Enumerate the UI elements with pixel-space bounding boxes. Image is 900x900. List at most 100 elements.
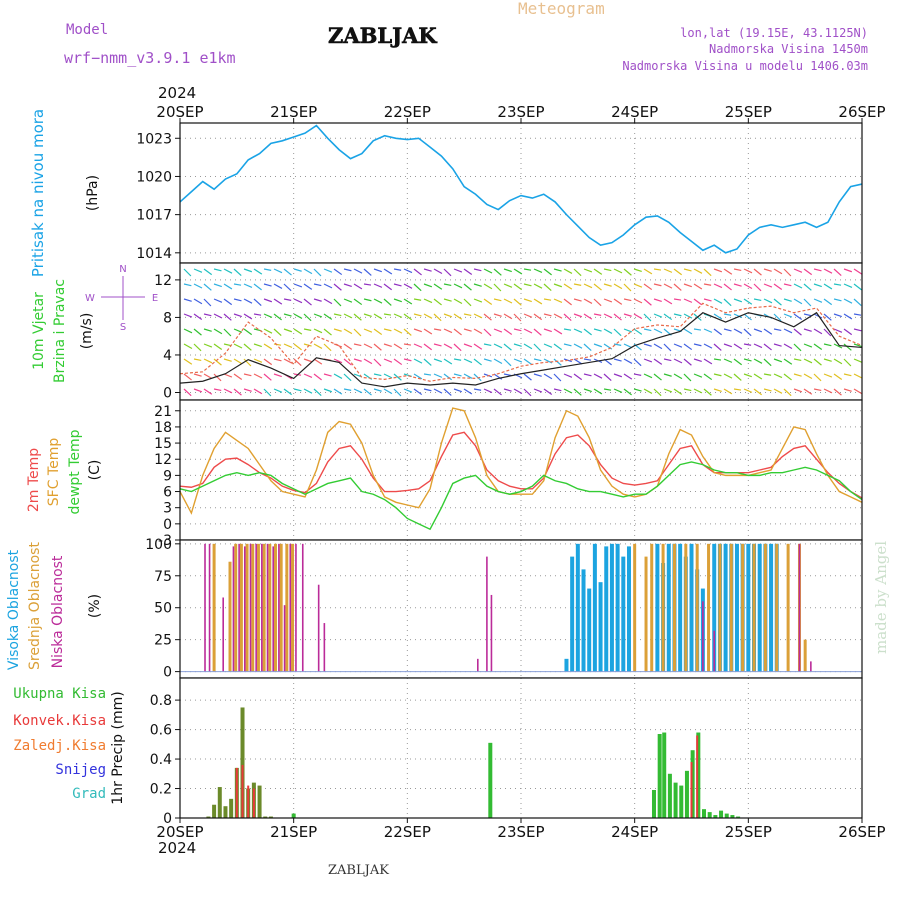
- wind-barb: [473, 388, 482, 391]
- wind-barb: [383, 268, 393, 275]
- cloud-bar-high: [621, 556, 626, 672]
- wind-barb: [233, 373, 243, 380]
- wind-barb: [373, 328, 383, 336]
- compass-e: E: [152, 293, 158, 304]
- wind-barb: [373, 313, 383, 320]
- wind-barb: [343, 358, 352, 366]
- wind-barb: [713, 298, 723, 304]
- wind-barb: [183, 283, 192, 287]
- wind-barb: [673, 373, 683, 380]
- wind-barb: [223, 388, 233, 394]
- wind-barb: [603, 298, 613, 303]
- cloud-bar-mid: [763, 543, 767, 672]
- wind-barb: [653, 268, 662, 271]
- model-elevation-label: Nadmorska Visina u modelu 1406.03m: [622, 59, 868, 73]
- wind-barb: [183, 388, 192, 397]
- wind-barb: [673, 343, 683, 348]
- wind-barb: [683, 268, 692, 272]
- wind-barb: [333, 373, 343, 379]
- wind-barb: [253, 343, 262, 348]
- precip-bar-total: [673, 782, 678, 818]
- wind-barb: [433, 358, 442, 363]
- cloud-bar-mid: [245, 543, 249, 672]
- wind-barb: [583, 343, 592, 351]
- wind-barb: [243, 328, 253, 336]
- wind-barb: [753, 388, 763, 396]
- cloud-bar-low: [702, 601, 704, 672]
- wind-barb: [333, 328, 342, 332]
- precip-bar-total: [719, 810, 724, 818]
- y-tick-label: 0: [163, 665, 172, 681]
- compass-n: N: [119, 264, 126, 275]
- wind-barb: [493, 328, 503, 333]
- wind-barb: [243, 298, 253, 304]
- x-axis-bottom: 20SEP 21SEP 22SEP 23SEP 24SEP 25SEP 26SEP: [156, 818, 886, 841]
- station-title: ZABLJAK: [328, 23, 437, 48]
- wind-barb: [613, 388, 623, 394]
- wind-barb: [793, 358, 802, 362]
- cloud-bar-low: [272, 546, 275, 672]
- wind-barb: [783, 298, 792, 302]
- wind-barb: [853, 388, 863, 395]
- wind-barb: [333, 388, 343, 395]
- wind-barb: [383, 313, 392, 316]
- wind-barb: [453, 373, 462, 377]
- date-tick-top: 24SEP: [611, 103, 658, 121]
- cloud-bar-low: [266, 543, 269, 672]
- cloud-bar-low: [323, 623, 326, 672]
- wind-speed-line: [179, 311, 863, 388]
- wind-barb: [643, 268, 653, 275]
- wind-barb: [563, 298, 572, 306]
- wind-barb: [323, 373, 332, 377]
- wind-barb: [223, 283, 233, 290]
- wind-barb: [193, 283, 203, 289]
- wind-barb: [543, 388, 553, 395]
- cloud-bar-mid: [285, 543, 289, 672]
- wind-gust-line: [179, 302, 863, 382]
- wind-barb: [423, 358, 432, 366]
- wind-barb: [303, 388, 313, 394]
- cloud-bar-mid: [228, 561, 232, 672]
- x-axis-top: 20SEP 21SEP 22SEP 23SEP 24SEP 25SEP 26SEP: [156, 103, 886, 123]
- wind-barb: [203, 268, 213, 276]
- precip-bar-total: [217, 787, 222, 818]
- wind-barb: [533, 313, 543, 321]
- wind-barb: [703, 298, 712, 302]
- y-tick-label: 25: [154, 633, 172, 649]
- wind-barb: [543, 283, 552, 291]
- wind-barb: [313, 313, 323, 318]
- cloud-bar-mid: [650, 543, 654, 672]
- wind-barb: [573, 328, 583, 334]
- wind-barb: [653, 298, 662, 303]
- wind-barb: [293, 328, 303, 335]
- wind-barb: [353, 328, 362, 337]
- wind-barb: [713, 268, 723, 273]
- wind-barb: [403, 343, 412, 346]
- wind-barb: [763, 343, 772, 351]
- temp-2m-line: [179, 431, 863, 499]
- wind-barb: [343, 313, 353, 319]
- wind-barb: [453, 388, 462, 393]
- wind-barb: [193, 388, 203, 393]
- wind-barb: [843, 268, 853, 273]
- wind-barb: [443, 313, 453, 318]
- wind-barb: [393, 328, 403, 334]
- wind-barb: [423, 388, 432, 392]
- panel-clouds: 0 25 50 75 100: [145, 537, 863, 681]
- wind-barb: [813, 298, 823, 303]
- wind-barb: [553, 313, 563, 319]
- wind-barb: [573, 343, 583, 349]
- wind-barb: [313, 298, 322, 302]
- wind-barb: [783, 388, 792, 397]
- wind-barb: [653, 343, 663, 350]
- wind-barb: [613, 268, 623, 274]
- wind-barb: [823, 283, 833, 290]
- wind-barb: [663, 373, 672, 377]
- wind-barb: [593, 283, 602, 291]
- wind-barb: [603, 328, 613, 334]
- wind-barb: [573, 283, 582, 286]
- wind-barb: [703, 268, 712, 277]
- wind-barb: [833, 268, 842, 276]
- dewpt-axis-label: dewpt Temp: [67, 429, 83, 514]
